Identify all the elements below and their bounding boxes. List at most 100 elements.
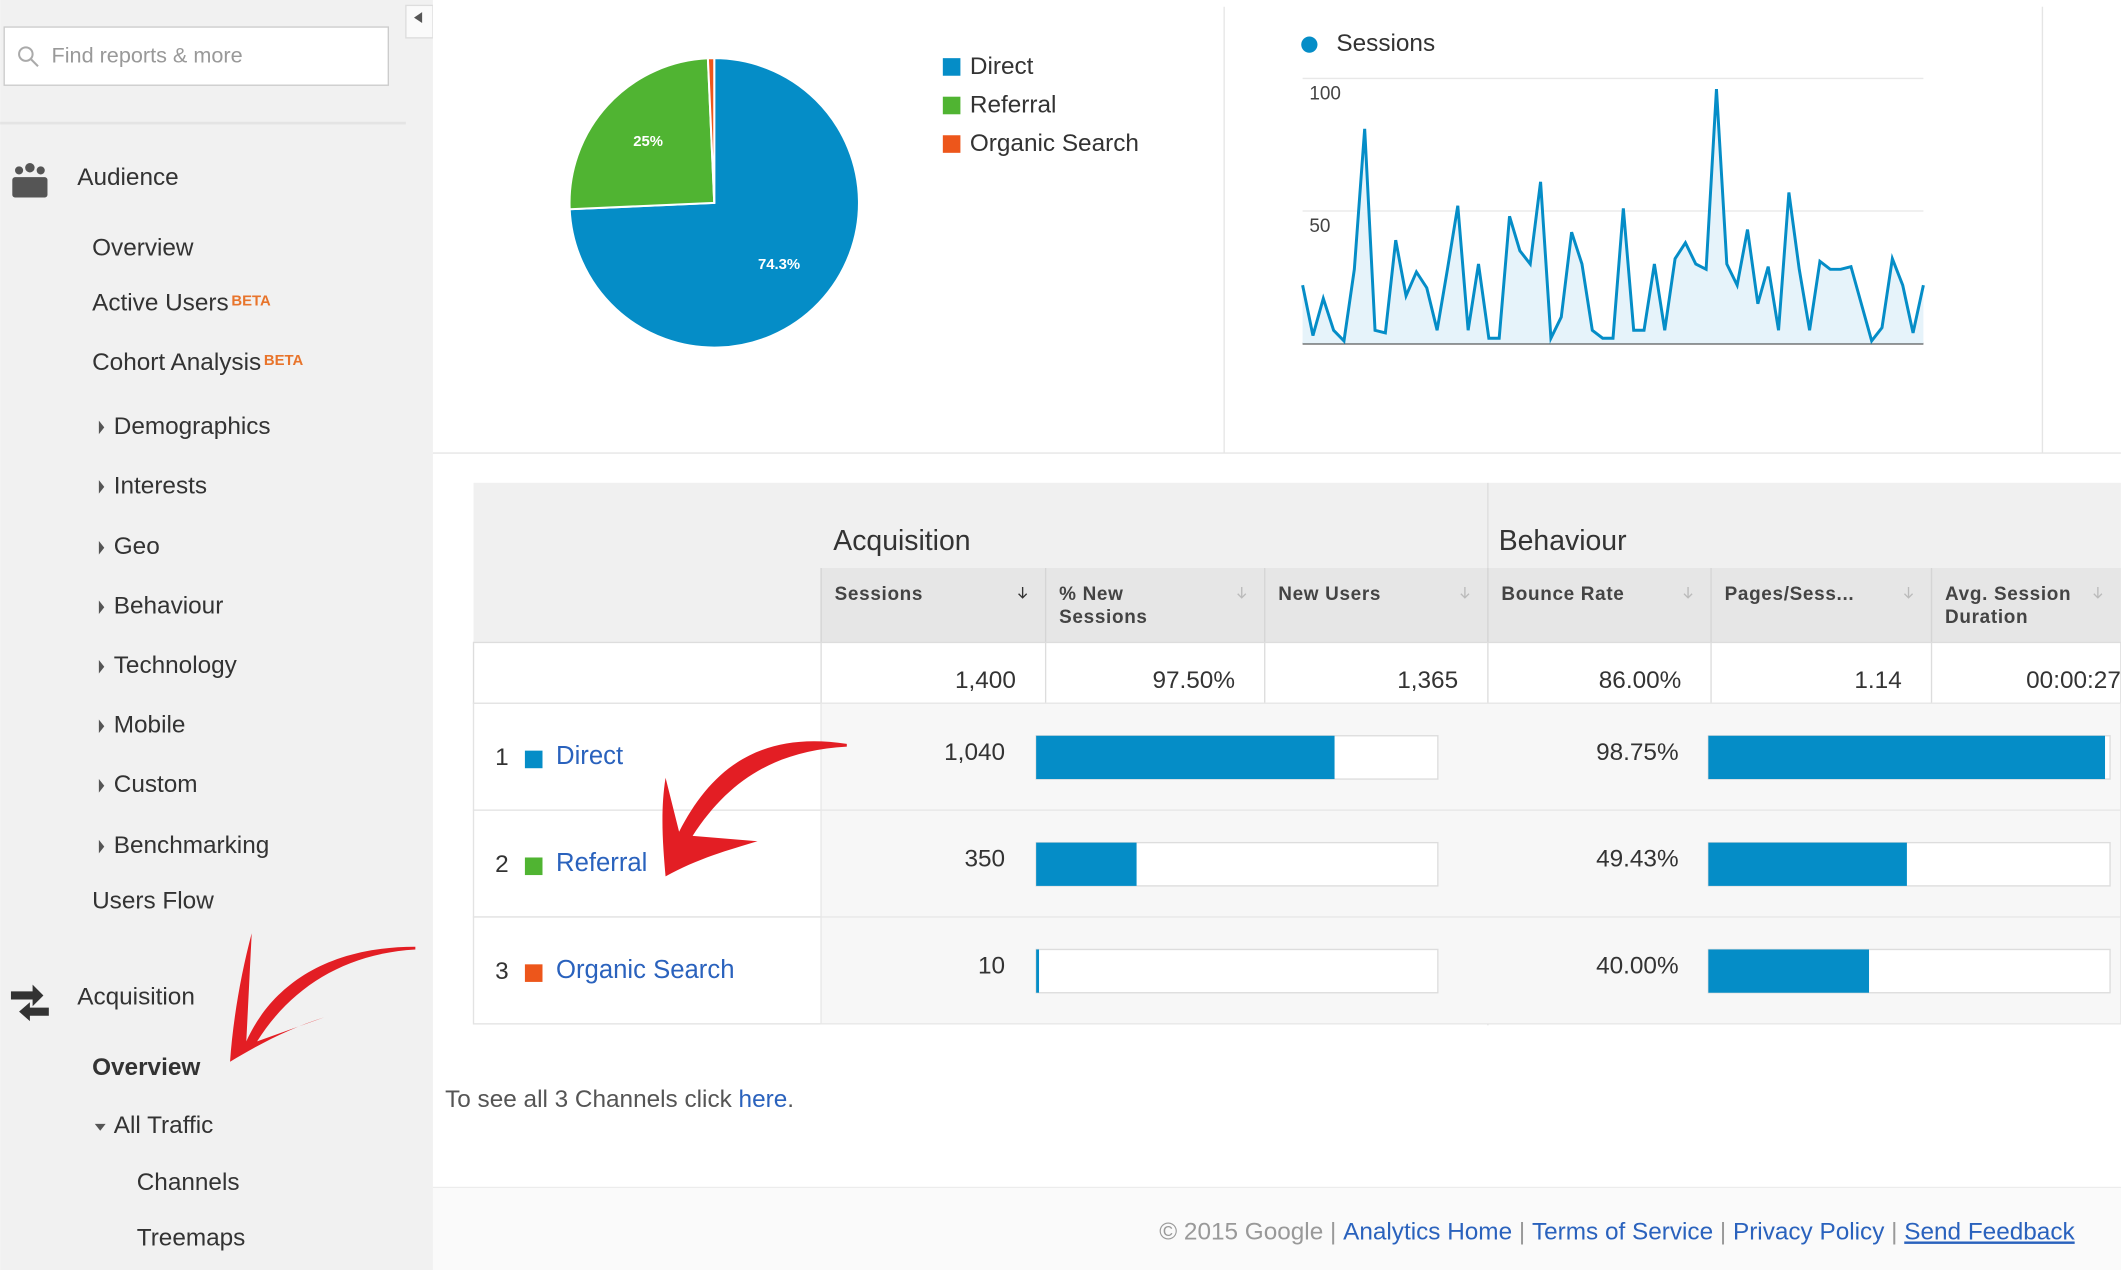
total-value: 1,365 bbox=[1397, 667, 1458, 694]
nav-item[interactable]: Technology bbox=[114, 652, 238, 679]
legend-label: Referral bbox=[970, 92, 1057, 119]
row-rank: 2 bbox=[495, 851, 509, 878]
column-header[interactable]: New Users bbox=[1278, 584, 1381, 605]
total-value: 86.00% bbox=[1599, 667, 1682, 694]
separator: | bbox=[1330, 1219, 1336, 1246]
bounce-value: 98.75% bbox=[1596, 739, 1679, 766]
totals-row bbox=[472, 641, 2121, 704]
group-header: Acquisition bbox=[833, 525, 970, 557]
nav-item[interactable]: Mobile bbox=[114, 712, 186, 739]
separator: | bbox=[1720, 1219, 1726, 1246]
sort-arrow bbox=[1460, 586, 1470, 599]
sessions-bar bbox=[1036, 735, 1335, 780]
sessions-value: 10 bbox=[978, 952, 1005, 979]
column-header[interactable]: % New bbox=[1059, 584, 1123, 605]
bounce-bar bbox=[1708, 735, 2106, 780]
nav-item[interactable]: Geo bbox=[114, 533, 160, 560]
expand-arrow bbox=[98, 660, 105, 674]
nav-section[interactable]: Acquisition bbox=[77, 984, 195, 1011]
legend-swatch bbox=[942, 96, 961, 115]
footer-link[interactable]: Send Feedback bbox=[1904, 1219, 2075, 1246]
sessions-bar bbox=[1036, 949, 1040, 993]
audience-icon bbox=[12, 162, 48, 198]
bounce-bar bbox=[1708, 949, 1870, 993]
nav-item[interactable]: Custom bbox=[114, 771, 198, 798]
y-tick-label: 50 bbox=[1309, 216, 1330, 237]
sidebar-bg bbox=[0, 0, 433, 1270]
nav-section[interactable]: Audience bbox=[77, 164, 178, 191]
legend-dot bbox=[1301, 36, 1318, 53]
pie-label: 74.3% bbox=[758, 257, 800, 273]
nav-item[interactable]: Active Users bbox=[92, 290, 229, 317]
beta-badge: BETA bbox=[264, 353, 304, 369]
note: To see all 3 Channels click here. bbox=[445, 1086, 794, 1113]
channel-link[interactable]: Organic Search bbox=[556, 956, 734, 984]
column-header-bg bbox=[821, 568, 2121, 643]
column-header[interactable]: Bounce Rate bbox=[1501, 584, 1624, 605]
area bbox=[1302, 89, 1924, 344]
total-value: 00:00:27 bbox=[2026, 667, 2121, 694]
column-header[interactable]: Avg. Session bbox=[1945, 584, 2071, 605]
group-header: Behaviour bbox=[1499, 525, 1627, 557]
divider bbox=[0, 121, 406, 125]
nav-item[interactable]: Channels bbox=[137, 1169, 240, 1196]
sort-arrow bbox=[1237, 586, 1247, 599]
nav-item[interactable]: All Traffic bbox=[114, 1112, 214, 1139]
channel-link[interactable]: Referral bbox=[556, 849, 647, 877]
acquisition-icon bbox=[10, 984, 49, 1022]
expand-arrow bbox=[98, 600, 105, 615]
y-tick-label: 100 bbox=[1309, 84, 1341, 105]
sessions-value: 1,040 bbox=[944, 739, 1005, 766]
row-rank: 3 bbox=[495, 958, 509, 985]
bounce-value: 40.00% bbox=[1596, 952, 1679, 979]
channel-swatch bbox=[524, 964, 543, 982]
row-rank: 1 bbox=[495, 744, 509, 771]
annotation-arrow bbox=[230, 933, 416, 1062]
nav-item[interactable]: Demographics bbox=[114, 413, 271, 440]
collapse-icon bbox=[414, 12, 423, 23]
expand-arrow bbox=[98, 420, 105, 435]
beta-badge: BETA bbox=[231, 294, 271, 310]
bounce-bar bbox=[1708, 842, 1907, 886]
nav-item[interactable]: Overview bbox=[92, 1054, 200, 1081]
pie-label: 25% bbox=[633, 134, 663, 150]
nav-item[interactable]: Cohort Analysis bbox=[92, 349, 261, 376]
channel-link[interactable]: Direct bbox=[556, 742, 623, 770]
search-box[interactable] bbox=[3, 26, 389, 86]
channel-swatch bbox=[524, 750, 543, 769]
footer-link[interactable]: Terms of Service bbox=[1532, 1219, 1713, 1246]
sort-arrow bbox=[2093, 586, 2103, 599]
footer: © 2015 Google | Analytics Home | Terms of Se… bbox=[1159, 1219, 2075, 1246]
expand-arrow bbox=[98, 719, 105, 734]
footer-bg bbox=[432, 1187, 2121, 1270]
total-value: 1,400 bbox=[955, 667, 1016, 694]
nav-item[interactable]: Benchmarking bbox=[114, 832, 270, 859]
collapse-button[interactable] bbox=[405, 4, 434, 39]
search-placeholder: Find reports & more bbox=[52, 43, 243, 68]
nav-item[interactable]: Overview bbox=[92, 234, 194, 261]
separator: | bbox=[1519, 1219, 1525, 1246]
sort-arrow bbox=[1018, 586, 1028, 599]
pie-slice bbox=[568, 57, 716, 211]
pie-slice bbox=[706, 57, 716, 203]
column-header[interactable]: Sessions bbox=[1059, 607, 1148, 628]
note-link[interactable]: here bbox=[739, 1086, 788, 1113]
nav-item[interactable]: Users Flow bbox=[92, 888, 214, 915]
legend-label: Direct bbox=[970, 53, 1034, 80]
bounce-value: 49.43% bbox=[1596, 846, 1679, 873]
column-header[interactable]: Duration bbox=[1945, 607, 2028, 628]
nav-item[interactable]: Behaviour bbox=[114, 593, 224, 620]
nav-item[interactable]: Interests bbox=[114, 472, 207, 499]
legend-label: Organic Search bbox=[970, 130, 1139, 157]
footer-link[interactable]: Privacy Policy bbox=[1733, 1219, 1885, 1246]
column-header[interactable]: Sessions bbox=[835, 584, 924, 605]
channel-swatch bbox=[524, 857, 543, 876]
expand-arrow bbox=[98, 839, 105, 854]
column-header[interactable]: Pages/Sess... bbox=[1725, 584, 1855, 605]
footer-link[interactable]: Analytics Home bbox=[1343, 1219, 1512, 1246]
expand-arrow bbox=[98, 541, 105, 555]
nav-item[interactable]: Treemaps bbox=[137, 1224, 246, 1251]
note-end: . bbox=[787, 1086, 794, 1113]
